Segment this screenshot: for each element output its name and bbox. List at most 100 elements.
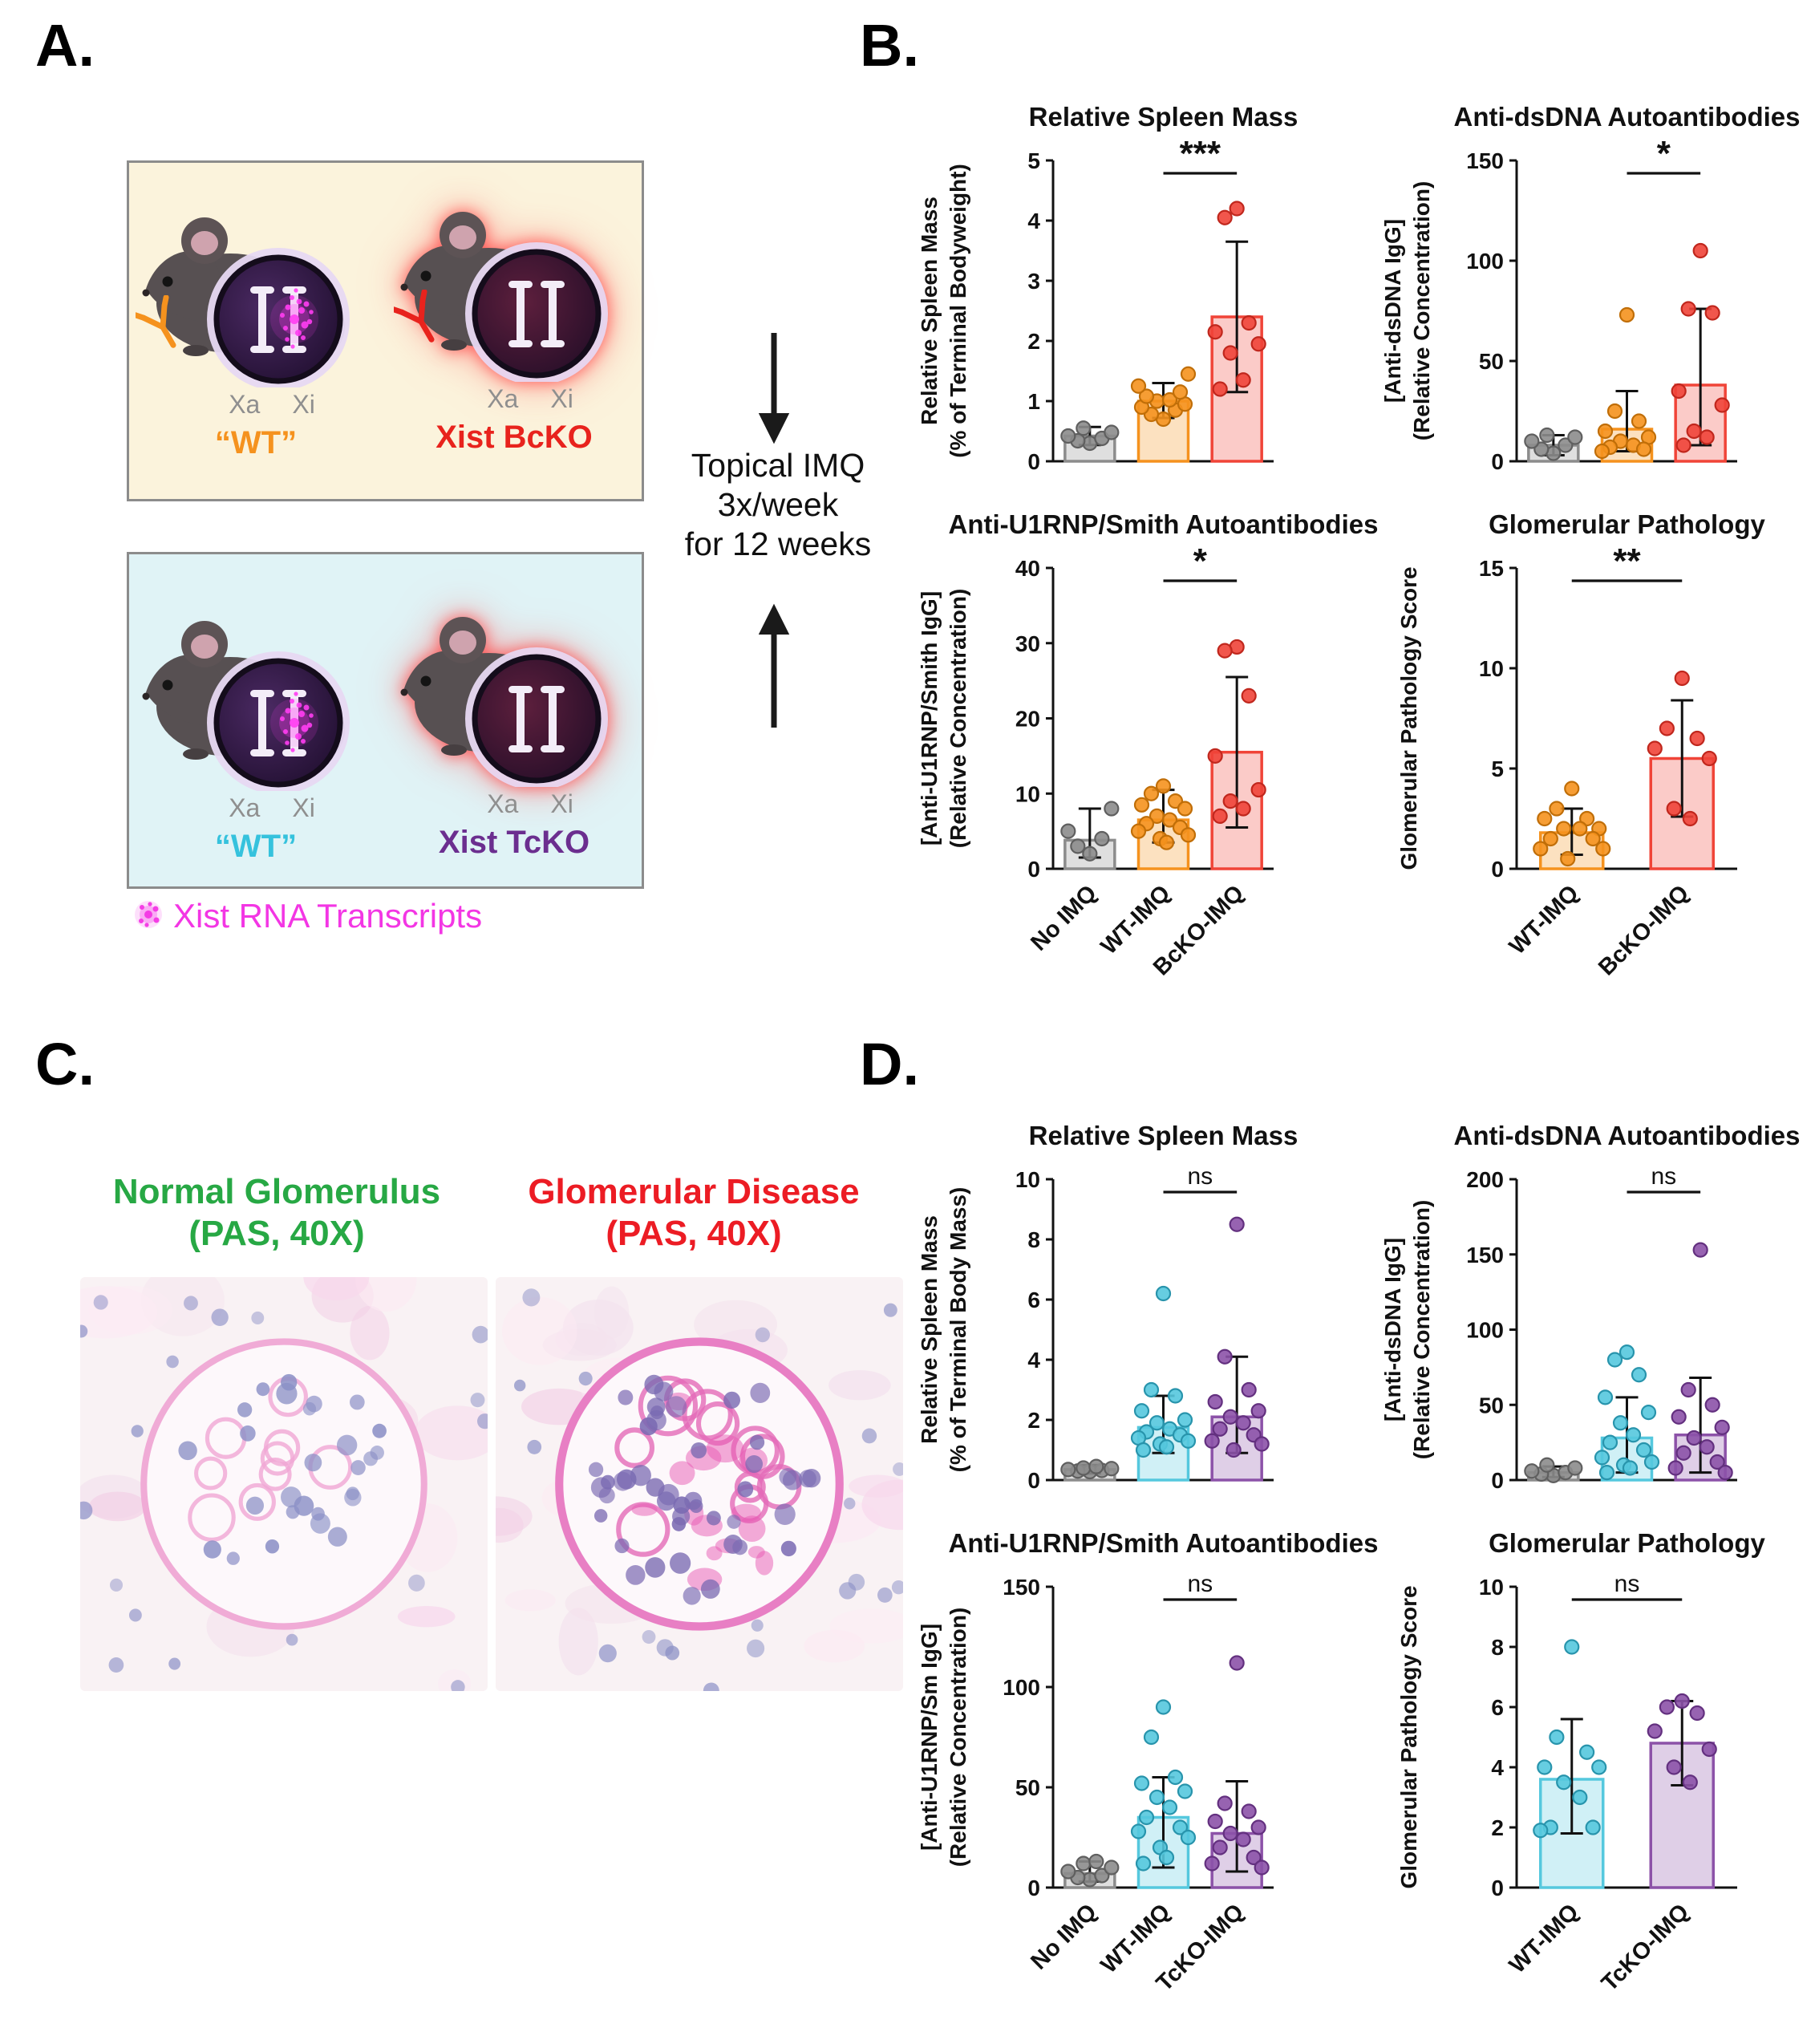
svg-text:5: 5 — [1491, 756, 1504, 781]
svg-text:50: 50 — [1479, 349, 1504, 374]
svg-text:ns: ns — [1614, 1571, 1640, 1597]
chromosome-labels: Xa Xi — [192, 390, 352, 420]
panel-b-label: B. — [860, 12, 919, 79]
svg-text:3: 3 — [1027, 269, 1040, 294]
chart-d-anti-dsdna: Anti-dsDNA Autoantibodies [Anti-dsDNA IgG… — [1368, 1111, 1819, 1520]
histology-title-line: (PAS, 40X) — [188, 1213, 365, 1253]
mouse-illustration — [136, 602, 368, 794]
svg-text:1: 1 — [1027, 389, 1040, 414]
svg-text:15: 15 — [1479, 556, 1504, 581]
chart-b-anti-dsdna: Anti-dsDNA Autoantibodies [Anti-dsDNA IgG… — [1368, 92, 1819, 501]
xi-label: Xi — [292, 793, 315, 822]
svg-text:Relative Spleen Mass: Relative Spleen Mass — [917, 1215, 942, 1444]
svg-text:TcKO-IMQ: TcKO-IMQ — [1597, 1899, 1694, 1996]
svg-text:6: 6 — [1491, 1695, 1504, 1720]
svg-text:100: 100 — [1003, 1675, 1040, 1700]
histology-normal-glomerulus-image — [80, 1277, 488, 1691]
svg-text:4: 4 — [1027, 209, 1040, 233]
svg-text:0: 0 — [1491, 449, 1504, 474]
chromosome-labels: Xa Xi — [192, 793, 352, 823]
panel-b-charts: Relative Spleen Mass Relative Spleen Mass… — [905, 92, 1819, 1039]
imq-treatment-arrows — [644, 332, 790, 728]
svg-text:(Relative Concentration): (Relative Concentration) — [946, 1608, 970, 1868]
svg-text:8: 8 — [1027, 1227, 1040, 1252]
svg-text:8: 8 — [1491, 1635, 1504, 1660]
panel-d-label: D. — [860, 1031, 919, 1097]
svg-text:Relative Spleen Mass: Relative Spleen Mass — [917, 197, 942, 425]
chart-b-anti-u1rnp-smith: Anti-U1RNP/Smith Autoantibodies [Anti-U1R… — [905, 500, 1378, 1029]
svg-text:Relative Spleen Mass: Relative Spleen Mass — [1029, 102, 1298, 132]
svg-text:ns: ns — [1651, 1163, 1676, 1190]
mouse-card-xist-tcko: Xa Xi Xist TcKO — [394, 598, 634, 871]
xist-legend: Xist RNA Transcripts — [132, 897, 482, 935]
svg-text:Anti-U1RNP/Smith Autoantibodie: Anti-U1RNP/Smith Autoantibodies — [949, 509, 1379, 539]
svg-text:0: 0 — [1027, 1468, 1040, 1493]
svg-text:2: 2 — [1027, 329, 1040, 354]
histology-title-normal: Normal Glomerulus (PAS, 40X) — [76, 1171, 477, 1255]
svg-text:[Anti-dsDNA IgG]: [Anti-dsDNA IgG] — [1380, 1238, 1405, 1421]
svg-text:(Relative Concentration): (Relative Concentration) — [1409, 181, 1434, 441]
svg-text:2: 2 — [1491, 1815, 1504, 1840]
antibody-icon — [394, 290, 435, 343]
svg-text:**: ** — [1613, 541, 1641, 581]
svg-text:ns: ns — [1187, 1571, 1213, 1597]
svg-text:***: *** — [1180, 134, 1221, 173]
mouse-illustration — [394, 193, 626, 385]
svg-text:100: 100 — [1466, 249, 1504, 274]
svg-text:[Anti-U1RNP/Smith IgG]: [Anti-U1RNP/Smith IgG] — [917, 591, 942, 846]
svg-text:10: 10 — [1015, 1167, 1040, 1192]
t-cell-experiment-box: Xa Xi “WT” Xa Xi Xist TcKO — [127, 552, 644, 889]
svg-text:Glomerular Pathology: Glomerular Pathology — [1489, 509, 1765, 539]
svg-text:0: 0 — [1491, 1468, 1504, 1493]
svg-text:50: 50 — [1479, 1393, 1504, 1417]
svg-text:Glomerular Pathology Score: Glomerular Pathology Score — [1396, 1585, 1421, 1888]
svg-text:Glomerular Pathology Score: Glomerular Pathology Score — [1396, 566, 1421, 870]
svg-text:0: 0 — [1491, 1876, 1504, 1900]
mouse-genotype-label: “WT” — [214, 829, 298, 864]
svg-text:5: 5 — [1027, 148, 1040, 173]
svg-text:2: 2 — [1027, 1408, 1040, 1433]
svg-text:Relative Spleen Mass: Relative Spleen Mass — [1029, 1121, 1298, 1150]
chart-d-anti-u1rnp-sm: Anti-U1RNP/Smith Autoantibodies [Anti-U1R… — [905, 1519, 1378, 2044]
mouse-genotype-label: Xist TcKO — [438, 825, 590, 860]
xist-legend-label: Xist RNA Transcripts — [173, 897, 483, 935]
panel-c-label: C. — [35, 1031, 95, 1097]
mouse-card-xist-bcko: Xa Xi Xist BcKO — [394, 193, 634, 466]
b-cell-experiment-box: Xa Xi “WT” Xa Xi Xist BcKO — [127, 160, 644, 501]
mouse-illustration — [394, 598, 626, 790]
svg-text:(Relative Concentration): (Relative Concentration) — [946, 589, 970, 849]
svg-text:150: 150 — [1003, 1575, 1040, 1600]
svg-text:50: 50 — [1015, 1775, 1040, 1800]
histology-title-line: (PAS, 40X) — [606, 1213, 782, 1253]
mouse-genotype-label: “WT” — [214, 425, 298, 460]
chart-d-glomerular-pathology: Glomerular Pathology Glomerular Pathology… — [1368, 1519, 1819, 2044]
svg-text:0: 0 — [1027, 857, 1040, 882]
svg-text:10: 10 — [1015, 781, 1040, 806]
treatment-line: for 12 weeks — [684, 525, 872, 563]
svg-text:(Relative Concentration): (Relative Concentration) — [1409, 1200, 1434, 1460]
svg-text:4: 4 — [1027, 1348, 1040, 1373]
svg-text:10: 10 — [1479, 1575, 1504, 1600]
treatment-line: 3x/week — [717, 486, 839, 524]
svg-text:No IMQ: No IMQ — [1026, 880, 1101, 955]
svg-text:150: 150 — [1466, 148, 1504, 173]
chart-b-glomerular-pathology: Glomerular Pathology Glomerular Pathology… — [1368, 500, 1819, 1029]
panel-d-charts: Relative Spleen Mass Relative Spleen Mass… — [905, 1111, 1819, 2044]
svg-text:Anti-dsDNA Autoantibodies: Anti-dsDNA Autoantibodies — [1453, 1121, 1800, 1150]
svg-text:200: 200 — [1466, 1167, 1504, 1192]
xa-label: Xa — [229, 390, 261, 419]
svg-text:Anti-dsDNA Autoantibodies: Anti-dsDNA Autoantibodies — [1453, 102, 1800, 132]
svg-text:No IMQ: No IMQ — [1026, 1899, 1101, 1974]
svg-text:6: 6 — [1027, 1288, 1040, 1312]
histology-title-disease: Glomerular Disease (PAS, 40X) — [493, 1171, 894, 1255]
svg-text:Anti-U1RNP/Smith Autoantibodie: Anti-U1RNP/Smith Autoantibodies — [949, 1528, 1379, 1558]
xa-label: Xa — [229, 793, 261, 822]
svg-text:[Anti-U1RNP/Sm IgG]: [Anti-U1RNP/Sm IgG] — [917, 1624, 942, 1851]
svg-text:40: 40 — [1015, 556, 1040, 581]
treatment-text: Topical IMQ 3x/week for 12 weeks — [670, 446, 885, 565]
svg-text:10: 10 — [1479, 656, 1504, 681]
xa-label: Xa — [487, 384, 519, 413]
svg-text:(% of Terminal Bodyweight): (% of Terminal Bodyweight) — [946, 164, 970, 458]
svg-text:20: 20 — [1015, 707, 1040, 732]
